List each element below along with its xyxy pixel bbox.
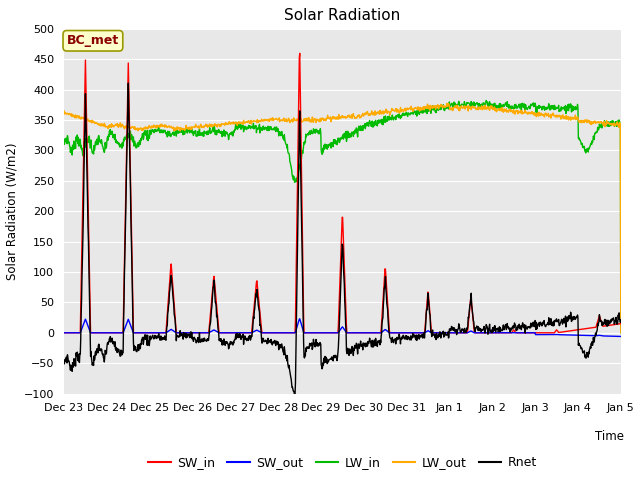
SW_out bbox=[72, 330, 79, 336]
Line: LW_in: LW_in bbox=[64, 100, 621, 333]
SW_out bbox=[405, 330, 413, 336]
LW_out bbox=[443, 100, 451, 106]
LW_in bbox=[483, 97, 490, 103]
SW_out bbox=[378, 330, 385, 336]
SW_in bbox=[378, 326, 385, 332]
LW_out bbox=[404, 106, 412, 111]
LW_in bbox=[308, 130, 316, 135]
Rnet bbox=[559, 321, 566, 327]
LW_out bbox=[308, 114, 316, 120]
SW_in bbox=[65, 330, 72, 336]
SW_in bbox=[60, 330, 68, 336]
Line: SW_out: SW_out bbox=[64, 319, 621, 336]
LW_out bbox=[377, 108, 385, 114]
SW_out bbox=[617, 334, 625, 339]
LW_in bbox=[558, 106, 566, 111]
SW_out bbox=[296, 316, 303, 322]
Y-axis label: Solar Radiation (W/m2): Solar Radiation (W/m2) bbox=[5, 143, 19, 280]
Line: LW_out: LW_out bbox=[64, 103, 621, 333]
Line: SW_in: SW_in bbox=[64, 53, 621, 333]
SW_in bbox=[72, 330, 79, 336]
SW_out bbox=[65, 330, 72, 336]
Rnet bbox=[406, 336, 413, 342]
SW_in bbox=[558, 329, 566, 335]
LW_in bbox=[377, 118, 385, 124]
LW_in bbox=[72, 145, 79, 151]
Rnet bbox=[617, 317, 625, 323]
Rnet bbox=[72, 363, 79, 369]
Rnet bbox=[378, 330, 385, 336]
LW_out bbox=[558, 114, 566, 120]
SW_in bbox=[617, 321, 625, 326]
LW_out bbox=[72, 112, 79, 118]
SW_out bbox=[558, 332, 566, 337]
SW_in bbox=[309, 330, 317, 336]
LW_out bbox=[60, 108, 68, 114]
Rnet bbox=[65, 358, 72, 364]
SW_out bbox=[60, 330, 68, 336]
LW_in bbox=[65, 140, 72, 145]
LW_in bbox=[404, 110, 412, 116]
X-axis label: Time: Time bbox=[595, 430, 624, 443]
LW_in bbox=[617, 330, 625, 336]
SW_in bbox=[296, 50, 303, 56]
Title: Solar Radiation: Solar Radiation bbox=[284, 9, 401, 24]
Rnet bbox=[291, 392, 298, 398]
Text: BC_met: BC_met bbox=[67, 34, 119, 47]
LW_in bbox=[60, 136, 68, 142]
Rnet bbox=[60, 358, 68, 364]
LW_out bbox=[617, 330, 625, 336]
Legend: SW_in, SW_out, LW_in, LW_out, Rnet: SW_in, SW_out, LW_in, LW_out, Rnet bbox=[143, 451, 542, 474]
Line: Rnet: Rnet bbox=[64, 83, 621, 395]
Rnet bbox=[124, 80, 132, 86]
SW_in bbox=[405, 330, 413, 336]
LW_out bbox=[65, 111, 72, 117]
SW_out bbox=[309, 330, 317, 336]
Rnet bbox=[310, 336, 317, 342]
